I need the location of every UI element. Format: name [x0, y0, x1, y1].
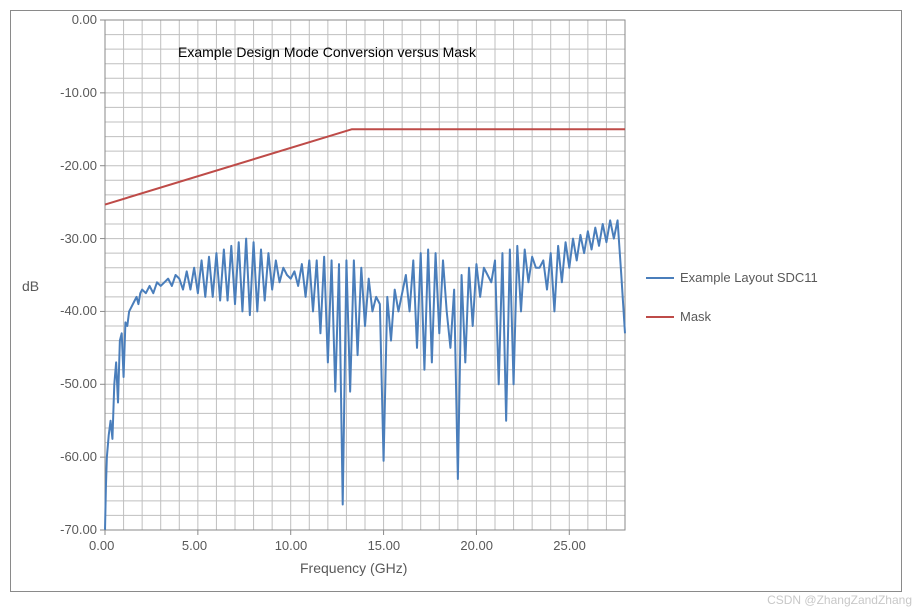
y-tick-label: -70.00: [60, 522, 97, 537]
x-tick-label: 0.00: [89, 538, 114, 553]
x-tick-label: 15.00: [368, 538, 401, 553]
watermark: CSDN @ZhangZandZhang: [767, 593, 912, 607]
y-tick-label: -20.00: [60, 158, 97, 173]
legend: Example Layout SDC11 Mask: [646, 270, 818, 348]
legend-line: [646, 316, 674, 318]
legend-label: Example Layout SDC11: [680, 270, 818, 285]
legend-item: Mask: [646, 309, 818, 324]
x-tick-label: 25.00: [553, 538, 586, 553]
x-axis-label: Frequency (GHz): [300, 560, 407, 576]
x-tick-label: 10.00: [275, 538, 308, 553]
chart-container: Example Design Mode Conversion versus Ma…: [0, 0, 920, 611]
x-tick-label: 20.00: [460, 538, 493, 553]
y-tick-label: 0.00: [72, 12, 97, 27]
y-tick-label: -40.00: [60, 303, 97, 318]
y-tick-label: -50.00: [60, 376, 97, 391]
legend-line: [646, 277, 674, 279]
y-axis-label: dB: [22, 278, 39, 294]
legend-item: Example Layout SDC11: [646, 270, 818, 285]
y-tick-label: -60.00: [60, 449, 97, 464]
chart-title: Example Design Mode Conversion versus Ma…: [178, 44, 476, 60]
y-tick-label: -30.00: [60, 231, 97, 246]
legend-label: Mask: [680, 309, 711, 324]
y-tick-label: -10.00: [60, 85, 97, 100]
x-tick-label: 5.00: [182, 538, 207, 553]
